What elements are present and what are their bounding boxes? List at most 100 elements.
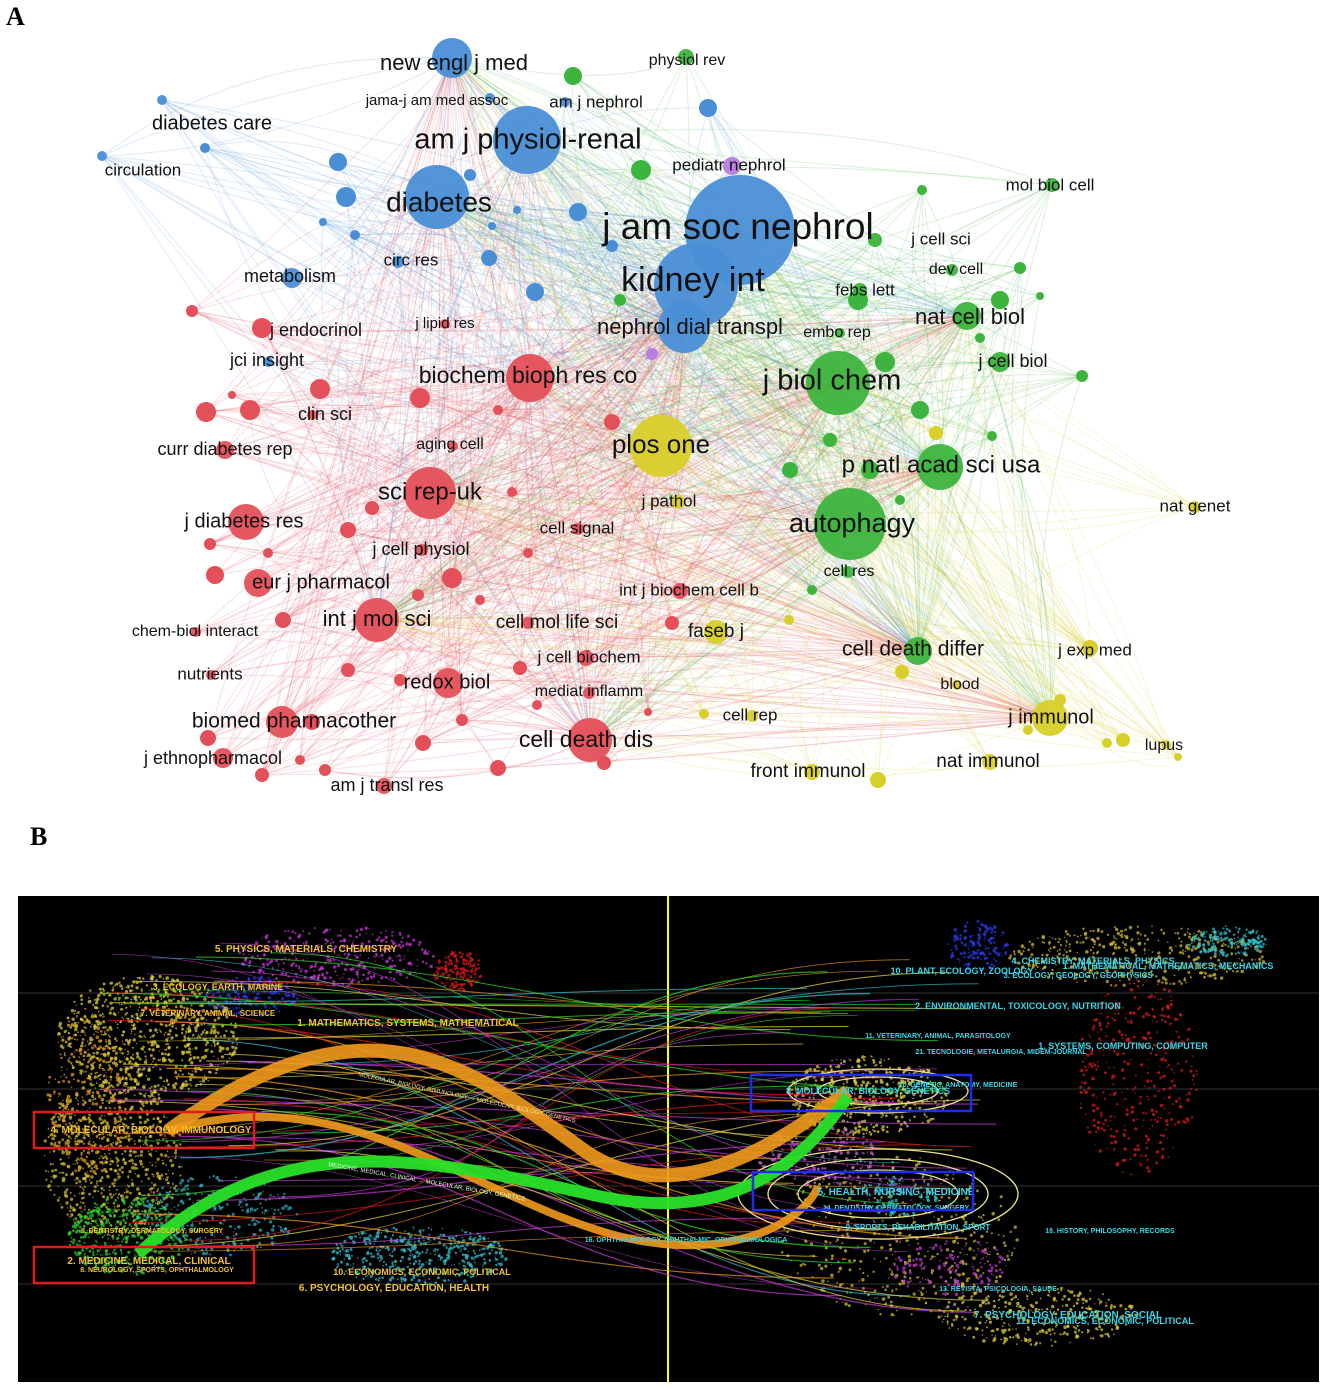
network-node[interactable] <box>191 627 201 637</box>
network-node[interactable] <box>704 620 728 644</box>
network-node[interactable] <box>982 754 998 770</box>
network-node[interactable] <box>946 264 958 276</box>
network-node[interactable] <box>282 268 302 288</box>
network-node[interactable] <box>355 598 399 642</box>
network-node[interactable] <box>1032 700 1068 736</box>
network-edge <box>470 139 528 601</box>
network-node[interactable] <box>244 569 272 597</box>
network-node[interactable] <box>376 778 392 794</box>
network-node[interactable] <box>1084 645 1096 657</box>
network-node[interactable] <box>658 301 710 353</box>
network-node[interactable] <box>432 38 472 78</box>
network-node[interactable] <box>868 233 882 247</box>
network-node[interactable] <box>990 352 1010 372</box>
network-edge <box>417 588 919 652</box>
network-node[interactable] <box>1161 740 1171 750</box>
network-node[interactable] <box>485 93 495 103</box>
network-edge <box>224 449 919 652</box>
network-node[interactable] <box>842 566 854 578</box>
network-node[interactable] <box>493 106 561 174</box>
network-node[interactable] <box>853 283 867 297</box>
network-node[interactable] <box>806 351 870 415</box>
journal-point <box>156 1031 159 1034</box>
journal-point <box>397 943 401 947</box>
journal-point <box>291 994 295 998</box>
network-node[interactable] <box>953 302 981 330</box>
node-label: circulation <box>105 160 182 179</box>
journal-point <box>403 958 405 960</box>
network-node[interactable] <box>307 410 317 420</box>
network-node[interactable] <box>522 617 534 629</box>
network-node[interactable] <box>1045 178 1059 192</box>
journal-point <box>396 1278 399 1281</box>
network-node[interactable] <box>440 319 450 329</box>
network-node[interactable] <box>263 357 273 367</box>
network-node[interactable] <box>835 328 845 338</box>
journal-point <box>49 1189 51 1191</box>
network-node[interactable] <box>917 444 963 490</box>
network-node[interactable] <box>266 706 298 738</box>
journal-point <box>137 1155 140 1157</box>
network-edge <box>205 411 1051 719</box>
network-node[interactable] <box>228 504 264 540</box>
network-node[interactable] <box>630 415 692 477</box>
network-node[interactable] <box>814 488 886 560</box>
journal-point <box>138 1081 141 1083</box>
journal-point <box>184 1034 186 1036</box>
network-node[interactable] <box>672 583 688 599</box>
network-node[interactable] <box>260 325 270 335</box>
network-edge <box>397 261 851 525</box>
network-node[interactable] <box>904 637 932 665</box>
journal-point <box>141 1108 143 1110</box>
network-node[interactable] <box>157 95 167 105</box>
journal-point <box>444 1271 447 1274</box>
journal-point <box>198 988 201 991</box>
network-node[interactable] <box>746 710 758 722</box>
network-edge <box>436 196 523 669</box>
network-node[interactable] <box>583 687 595 699</box>
network-node[interactable] <box>671 495 685 509</box>
network-node[interactable] <box>213 748 233 768</box>
journal-point <box>203 1029 206 1032</box>
network-node[interactable] <box>578 650 594 666</box>
node-label: j cell sci <box>910 229 971 248</box>
node-label: embo rep <box>803 324 871 341</box>
network-node[interactable] <box>392 256 404 268</box>
network-node[interactable] <box>952 680 962 690</box>
network-edge <box>249 382 839 411</box>
network-node[interactable] <box>804 764 820 780</box>
journal-point <box>263 953 266 956</box>
network-node[interactable] <box>216 441 234 459</box>
network-node[interactable] <box>560 97 570 107</box>
network-edge <box>1021 295 1051 719</box>
network-node[interactable] <box>678 49 694 65</box>
journal-point <box>109 1008 112 1011</box>
journal-point <box>406 1240 411 1244</box>
network-edge <box>397 261 1051 719</box>
network-edge <box>651 326 685 624</box>
node-label: j immunol <box>1007 706 1094 728</box>
network-node[interactable] <box>97 151 107 161</box>
journal-point <box>263 948 267 951</box>
network-node[interactable] <box>405 165 469 229</box>
network-node[interactable] <box>206 670 216 680</box>
journal-point <box>254 1004 258 1007</box>
journal-point <box>151 1164 154 1167</box>
network-node-minor <box>186 305 198 317</box>
network-node[interactable] <box>1189 501 1201 513</box>
journal-point <box>154 1216 159 1220</box>
journal-point <box>148 1028 153 1033</box>
journal-point <box>122 1266 125 1269</box>
network-node[interactable] <box>572 523 584 535</box>
network-node[interactable] <box>723 157 741 175</box>
network-node[interactable] <box>433 668 463 698</box>
journal-point <box>320 949 323 952</box>
network-node[interactable] <box>568 718 612 762</box>
network-node[interactable] <box>448 441 458 451</box>
network-edge <box>451 445 662 579</box>
network-node[interactable] <box>506 354 554 402</box>
journal-point <box>110 1212 112 1214</box>
network-node[interactable] <box>416 544 428 556</box>
network-node[interactable] <box>404 467 456 519</box>
network-edge <box>222 492 431 759</box>
